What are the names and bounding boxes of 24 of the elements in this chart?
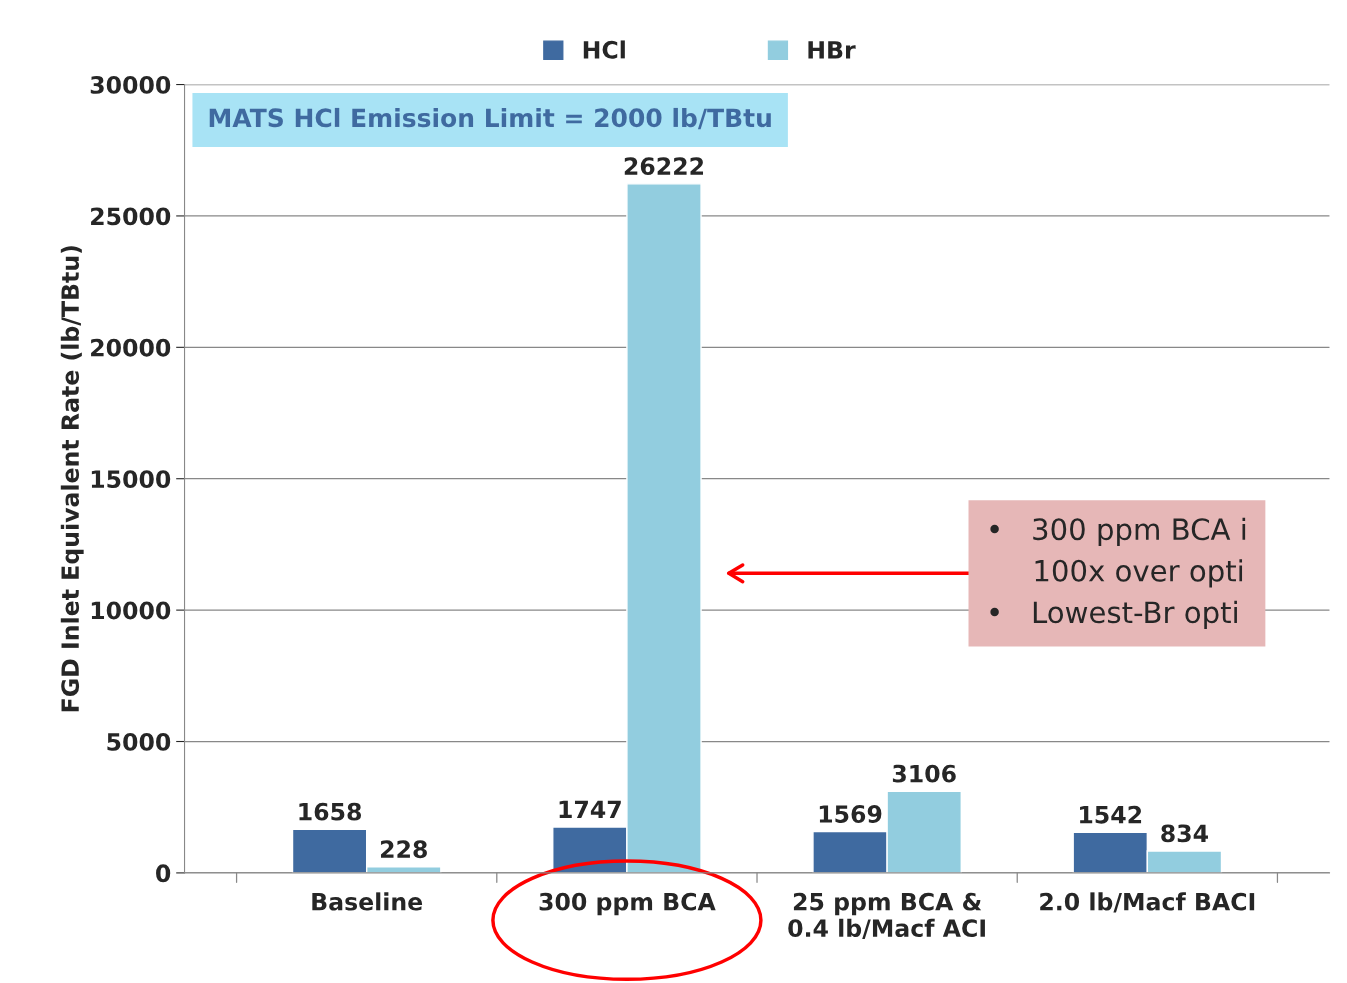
y-tick-label: 20000 xyxy=(91,338,171,357)
data-label: 228 xyxy=(381,840,427,859)
x-tick-label: 25 ppm BCA & 0.4 lb/Macf ACI xyxy=(788,892,985,939)
data-label: 26222 xyxy=(624,157,704,176)
legend-label: HCl xyxy=(583,40,625,59)
y-tick-label: 0 xyxy=(156,864,171,883)
data-label: 834 xyxy=(1161,824,1208,843)
x-tick-label: 2.0 lb/Macf BACI xyxy=(1040,892,1255,913)
annotation: • 300 ppm BCA i 100x over opti • Lowest-Br opti xyxy=(990,517,1246,629)
y-tick-label: 30000 xyxy=(90,75,171,94)
data-label: 3106 xyxy=(892,764,956,783)
data-label: 1542 xyxy=(1080,805,1142,824)
y-tick-label: 15000 xyxy=(91,470,171,489)
x-tick-label: 300 ppm BCA xyxy=(539,892,716,916)
legend-label: HBr xyxy=(808,41,856,59)
y-tick-label: 25000 xyxy=(91,207,171,226)
data-label: 1747 xyxy=(559,800,621,818)
y-tick-label: 10000 xyxy=(91,601,171,620)
data-label: 1658 xyxy=(299,802,361,821)
y-axis-title: FGD Inlet Equivalent Rate (lb/TBtu) xyxy=(60,246,84,712)
data-label: 1569 xyxy=(819,805,882,823)
y-tick-label: 5000 xyxy=(107,732,171,751)
x-tick-label: Baseline xyxy=(312,892,423,911)
annotation: MATS HCl Emission Limit = 2000 lb/TBtu xyxy=(209,107,771,130)
